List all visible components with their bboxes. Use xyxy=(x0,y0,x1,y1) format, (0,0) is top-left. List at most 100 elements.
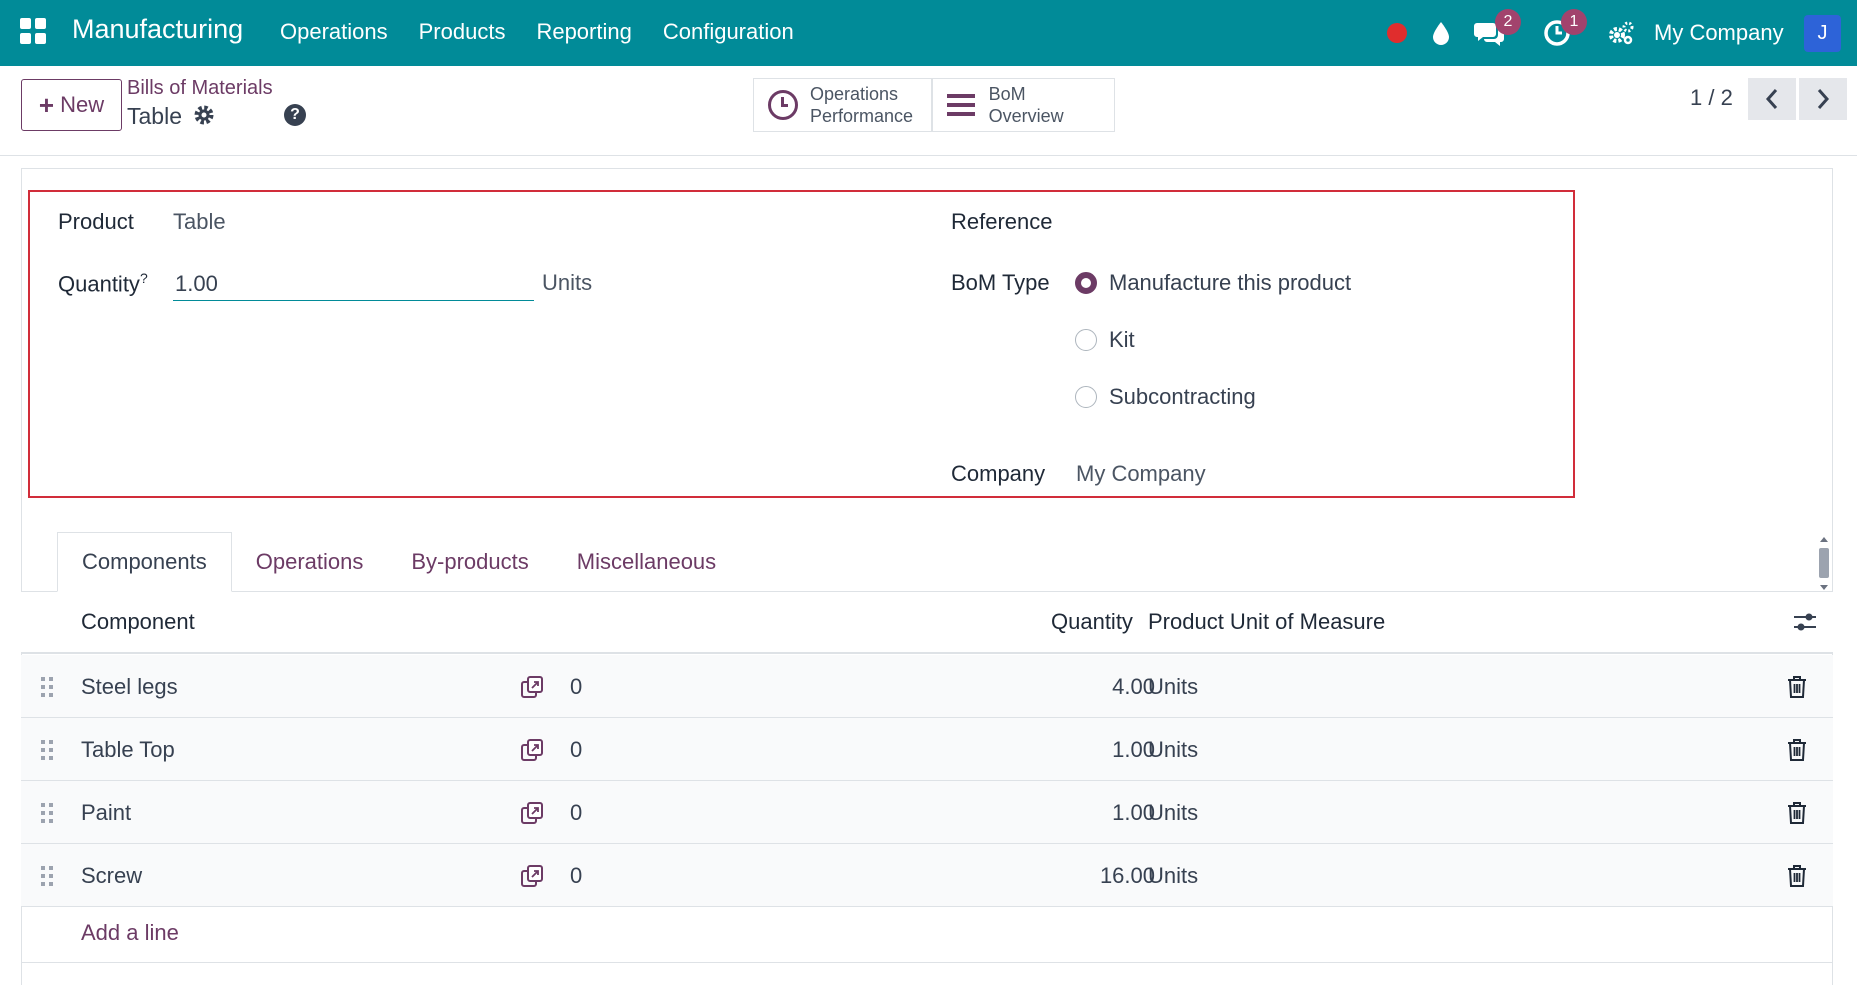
tabs-divider xyxy=(21,591,1833,592)
operations-performance-button[interactable]: Operations Performance xyxy=(753,78,932,132)
table-row[interactable]: Steel legs 0 4.00 Units xyxy=(21,655,1833,718)
chat-icon[interactable] xyxy=(1472,0,1506,66)
messages-count-badge: 2 xyxy=(1495,9,1521,35)
activities-count-badge: 1 xyxy=(1561,9,1587,35)
components-table-header: Component Quantity Product Unit of Measu… xyxy=(21,592,1833,654)
drag-handle-icon[interactable] xyxy=(41,740,53,760)
avatar: J xyxy=(1804,14,1841,52)
bom-type-radio-subcontracting[interactable] xyxy=(1075,386,1097,408)
menu-reporting[interactable]: Reporting xyxy=(536,19,632,44)
bom-overview-button[interactable]: BoM Overview xyxy=(932,78,1115,132)
quantity-label-text: Quantity xyxy=(58,271,140,297)
table-row[interactable]: Screw 0 16.00 Units xyxy=(21,844,1833,907)
row-component[interactable]: Table Top xyxy=(81,737,175,762)
quantity-help-tooltip[interactable]: ? xyxy=(139,270,148,286)
help-icon[interactable]: ? xyxy=(284,104,306,126)
company-field[interactable]: My Company xyxy=(1076,461,1206,486)
clock-icon xyxy=(768,90,798,120)
row-component[interactable]: Paint xyxy=(81,800,132,825)
menu-configuration[interactable]: Configuration xyxy=(662,19,794,44)
control-panel: + New Bills of Materials Table ? Operati… xyxy=(0,66,1857,156)
row-component[interactable]: Steel legs xyxy=(81,674,178,699)
table-row[interactable]: Table Top 0 1.00 Units xyxy=(21,718,1833,781)
tab-miscellaneous[interactable]: Miscellaneous xyxy=(576,549,717,574)
product-label: Product xyxy=(58,209,134,234)
gear-icon[interactable] xyxy=(193,104,215,126)
menu-products[interactable]: Products xyxy=(418,19,506,44)
quantity-label: Quantity? xyxy=(58,270,148,297)
row-uom[interactable]: Units xyxy=(1148,674,1199,699)
bars-icon xyxy=(947,94,975,116)
pager-value[interactable]: 1 / 2 xyxy=(1690,85,1733,110)
record-dot-icon[interactable] xyxy=(1386,0,1408,66)
column-header-uom[interactable]: Product Unit of Measure xyxy=(1148,609,1386,634)
company-name: My Company xyxy=(1654,20,1784,45)
add-line-link[interactable]: Add a line xyxy=(81,920,179,945)
bom-type-option-subcontracting[interactable]: Subcontracting xyxy=(1109,384,1256,409)
settings-gears-icon[interactable] xyxy=(1607,0,1635,66)
reference-label: Reference xyxy=(951,209,1053,234)
new-button-label: New xyxy=(60,92,105,117)
quantity-uom: Units xyxy=(542,270,593,295)
app-title[interactable]: Manufacturing xyxy=(72,14,244,44)
bom-type-option-manufacture[interactable]: Manufacture this product xyxy=(1109,270,1352,295)
bom-type-option-kit[interactable]: Kit xyxy=(1109,327,1135,352)
scrollbar-thumb[interactable] xyxy=(1819,548,1829,578)
record-title: Table xyxy=(127,103,182,129)
breadcrumb-bills-of-materials[interactable]: Bills of Materials xyxy=(127,77,273,99)
smart-buttons: Operations Performance BoM Overview xyxy=(753,78,1115,132)
reference-field[interactable] xyxy=(1076,209,1526,235)
menu-operations[interactable]: Operations xyxy=(280,19,388,44)
company-switcher[interactable]: My Company xyxy=(1654,0,1784,66)
row-uom[interactable]: Units xyxy=(1148,863,1199,888)
drag-handle-icon[interactable] xyxy=(41,677,53,697)
tab-by-products[interactable]: By-products xyxy=(411,549,529,574)
droplet-icon[interactable] xyxy=(1430,0,1452,66)
table-row[interactable]: Paint 0 1.00 Units xyxy=(21,781,1833,844)
user-menu[interactable]: J xyxy=(1804,0,1841,66)
bom-type-radio-manufacture[interactable] xyxy=(1075,272,1097,294)
new-button[interactable]: + New xyxy=(21,79,122,131)
scroll-up-arrow-icon[interactable] xyxy=(1820,537,1828,542)
apps-grid-icon[interactable] xyxy=(20,18,46,44)
row-forecast-count: 0 xyxy=(570,737,583,762)
tab-components[interactable]: Components xyxy=(57,532,232,592)
plus-icon: + xyxy=(38,89,55,120)
forecast-icon[interactable] xyxy=(520,801,544,825)
quantity-input[interactable] xyxy=(173,267,534,301)
trash-icon[interactable] xyxy=(1786,864,1808,888)
sliders-icon[interactable] xyxy=(1793,610,1817,640)
forecast-icon[interactable] xyxy=(520,864,544,888)
column-header-quantity[interactable]: Quantity xyxy=(1051,609,1133,634)
row-forecast-count: 0 xyxy=(570,674,583,699)
bom-type-radio-kit[interactable] xyxy=(1075,329,1097,351)
bom-type-label: BoM Type xyxy=(951,270,1050,295)
row-quantity[interactable]: 1.00 xyxy=(1112,737,1155,762)
row-uom[interactable]: Units xyxy=(1148,737,1199,762)
pager-previous-button[interactable] xyxy=(1748,78,1796,120)
operations-performance-label-line1: Operations xyxy=(810,84,899,104)
row-forecast-count: 0 xyxy=(570,863,583,888)
tab-operations[interactable]: Operations xyxy=(255,549,364,574)
row-uom[interactable]: Units xyxy=(1148,800,1199,825)
forecast-icon[interactable] xyxy=(520,738,544,762)
top-navbar: Manufacturing Operations Products Report… xyxy=(0,0,1857,66)
trash-icon[interactable] xyxy=(1786,738,1808,762)
trash-icon[interactable] xyxy=(1786,801,1808,825)
drag-handle-icon[interactable] xyxy=(41,866,53,886)
row-component[interactable]: Screw xyxy=(81,863,143,888)
company-label: Company xyxy=(951,461,1046,486)
scrollbar[interactable] xyxy=(1817,534,1831,592)
operations-performance-label-line2: Performance xyxy=(810,106,914,126)
scroll-down-arrow-icon[interactable] xyxy=(1820,585,1828,590)
drag-handle-icon[interactable] xyxy=(41,803,53,823)
product-field[interactable]: Table xyxy=(173,209,226,234)
row-quantity[interactable]: 16.00 xyxy=(1099,863,1155,888)
row-quantity[interactable]: 1.00 xyxy=(1112,800,1155,825)
trash-icon[interactable] xyxy=(1786,675,1808,699)
column-header-component[interactable]: Component xyxy=(81,609,195,634)
forecast-icon[interactable] xyxy=(520,675,544,699)
row-quantity[interactable]: 4.00 xyxy=(1112,674,1155,699)
pager-next-button[interactable] xyxy=(1799,78,1847,120)
list-footer-divider xyxy=(21,962,1833,963)
